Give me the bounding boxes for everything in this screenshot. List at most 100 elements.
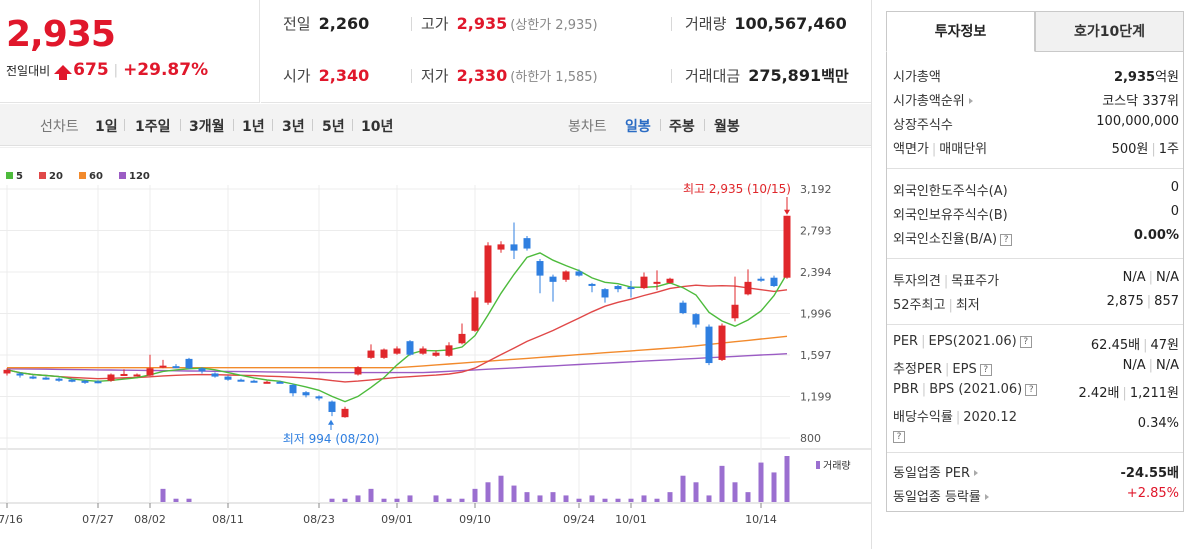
est-per-value: N/A xyxy=(1122,358,1146,373)
stat-label: 거래대금 xyxy=(685,67,741,85)
legend-label: 120 xyxy=(129,171,150,182)
volume-bar xyxy=(394,498,400,502)
ma-120-line xyxy=(6,353,788,374)
candle-body xyxy=(211,373,219,377)
candle-body xyxy=(783,215,791,278)
volume-bar xyxy=(576,498,582,502)
candle-body xyxy=(497,244,505,250)
chart-canvas[interactable]: 3,192 2,793 2,394 1,996 1,597 1,199 800 07/16 07… xyxy=(0,147,871,549)
candle-body xyxy=(302,392,310,396)
x-tick-label: 09/10 xyxy=(459,513,491,526)
volume-bar xyxy=(511,485,517,502)
divider: | xyxy=(1146,294,1152,309)
divider: | xyxy=(948,298,953,313)
candle-body xyxy=(16,373,24,376)
candle-monthly[interactable]: 월봉 xyxy=(714,119,740,135)
period-1y[interactable]: 1년 xyxy=(242,119,265,135)
row-label: 투자의견 | 목표주가 xyxy=(893,270,999,289)
volume-bar xyxy=(706,495,712,502)
candle-body xyxy=(185,358,193,369)
row-value: 2,875 | 857 xyxy=(1107,294,1179,309)
invest-info-panel: 시가총액 2,935억원 시가총액순위 코스닥 337위 상장주식수 100,0… xyxy=(886,52,1184,512)
candle-body xyxy=(549,276,557,282)
divider xyxy=(671,17,672,31)
stat-value: 2,935 xyxy=(456,14,508,33)
trade-unit-value: 1주 xyxy=(1158,142,1179,157)
par-label: 액면가 xyxy=(893,142,929,157)
divider xyxy=(704,119,705,131)
row-industry-change[interactable]: 동일업종 등락률 +2.85% xyxy=(893,486,1179,506)
help-icon[interactable]: ? xyxy=(979,364,992,376)
trade-unit-label: 매매단위 xyxy=(939,142,988,157)
candle-body xyxy=(406,341,414,355)
candle-chart-label: 봉차트 xyxy=(568,119,607,135)
candle-weekly[interactable]: 주봉 xyxy=(669,119,695,135)
divider xyxy=(312,119,313,131)
w52-high-value: 2,875 xyxy=(1106,294,1144,309)
candle-body xyxy=(419,348,427,354)
stat-value: 2,330 xyxy=(456,66,508,85)
period-3m[interactable]: 3개월 xyxy=(189,119,225,135)
bps-label: BPS (2021.06) xyxy=(929,382,1023,397)
volume-bar xyxy=(628,498,634,502)
help-icon[interactable]: ? xyxy=(1000,234,1013,246)
help-icon[interactable]: ? xyxy=(893,431,905,443)
tab-orderbook[interactable]: 호가10단계 xyxy=(1035,11,1184,52)
row-per: PER | EPS(2021.06)? 62.45배 | 47원 xyxy=(893,334,1179,354)
candle-body xyxy=(289,384,297,394)
candle-body xyxy=(146,368,154,376)
row-label: PER | EPS(2021.06)? xyxy=(893,334,1032,349)
current-price: 2,935 xyxy=(6,14,116,55)
x-tick-label: 09/24 xyxy=(563,513,595,526)
candle-body xyxy=(614,286,622,290)
volume-bar xyxy=(407,495,413,502)
candle-body xyxy=(445,345,453,356)
period-3y[interactable]: 3년 xyxy=(282,119,305,135)
legend-label: 60 xyxy=(89,171,103,182)
legend-label: 20 xyxy=(49,171,63,182)
volume-bar xyxy=(472,488,478,502)
foreign-ratio-value: 0.00% xyxy=(1133,228,1179,243)
candle-body xyxy=(588,283,596,286)
divider: | xyxy=(921,334,926,349)
row-52week: 52주최고 | 최저 2,875 | 857 xyxy=(893,294,1179,314)
divider xyxy=(887,452,1183,453)
volume-bar xyxy=(368,488,374,502)
candle-daily[interactable]: 일봉 xyxy=(625,119,651,135)
y-tick-label: 800 xyxy=(800,432,821,445)
row-label: 동일업종 등락률 xyxy=(893,486,989,505)
low-annotation: 최저 994 (08/20) xyxy=(283,432,380,446)
volume-bar xyxy=(680,475,686,502)
period-1w[interactable]: 1주일 xyxy=(135,119,171,135)
volume-bar xyxy=(745,492,751,502)
period-5y[interactable]: 5년 xyxy=(322,119,345,135)
candle-body xyxy=(627,287,635,290)
divider xyxy=(180,119,181,131)
help-icon[interactable]: ? xyxy=(1019,336,1032,348)
candlestick-chart[interactable]: 3,192 2,793 2,394 1,996 1,597 1,199 800 07/16 07… xyxy=(0,147,871,549)
volume-bar xyxy=(758,462,764,502)
candle-body xyxy=(562,271,570,280)
row-industry-per[interactable]: 동일업종 PER -24.55배 xyxy=(893,462,1179,482)
candle-body xyxy=(172,366,180,369)
candle-body xyxy=(601,289,609,298)
ma-60-line xyxy=(7,335,788,369)
row-value: 2.42배 | 1,211원 xyxy=(1079,382,1179,401)
volume-bar xyxy=(771,472,777,502)
y-tick-label: 1,199 xyxy=(800,391,832,404)
tab-invest-info[interactable]: 투자정보 xyxy=(886,11,1035,52)
stat-label: 저가 xyxy=(421,67,449,85)
volume-bar xyxy=(485,482,491,502)
period-1d[interactable]: 1일 xyxy=(95,119,118,135)
volume-bar xyxy=(173,498,179,502)
est-per-label: 추정PER xyxy=(893,362,943,377)
volume-legend-swatch xyxy=(816,461,820,469)
row-market-cap-rank[interactable]: 시가총액순위 코스닥 337위 xyxy=(893,90,1179,110)
x-tick-label: 07/27 xyxy=(82,513,114,526)
current-quote: 2,935 전일대비 675 | +29.87% xyxy=(0,0,260,103)
candle-body xyxy=(770,277,778,287)
bps-value: 1,211원 xyxy=(1129,386,1179,401)
help-icon[interactable]: ? xyxy=(1025,384,1038,396)
period-10y[interactable]: 10년 xyxy=(361,119,394,135)
candle-body xyxy=(718,325,726,360)
